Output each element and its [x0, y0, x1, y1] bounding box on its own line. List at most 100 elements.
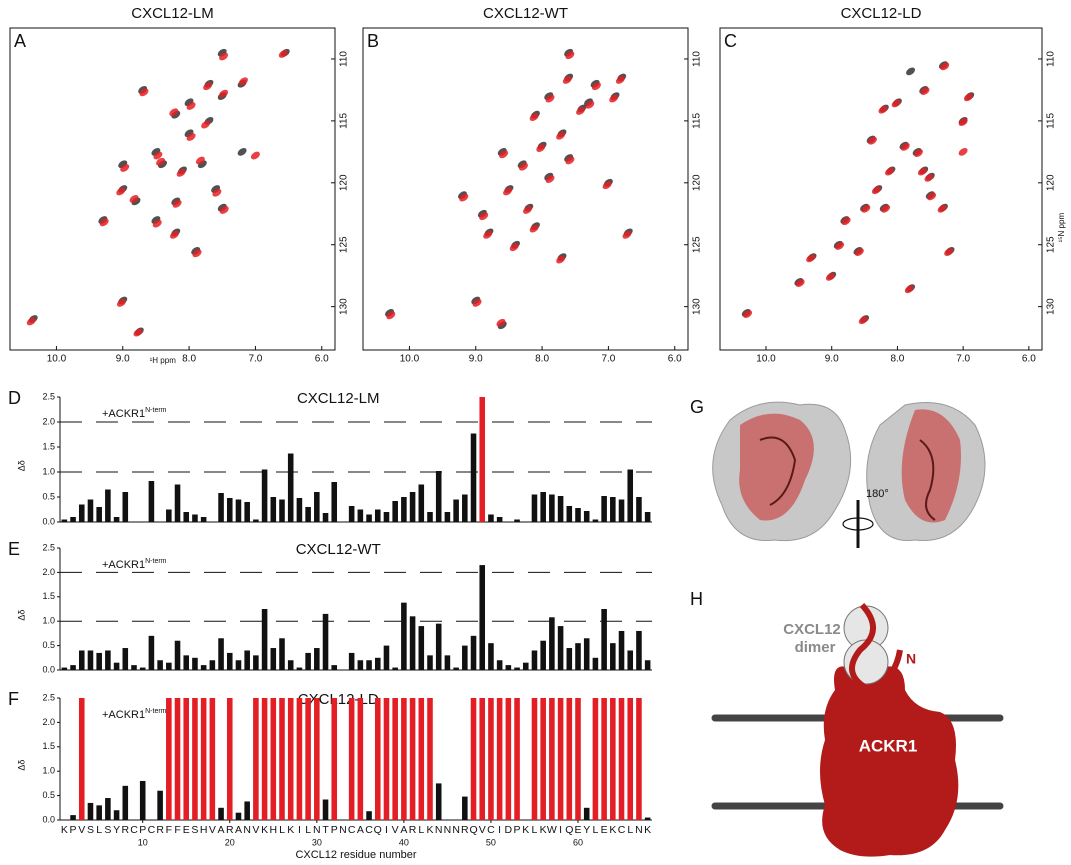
- x-tick-label: 10.0: [400, 354, 420, 365]
- bar: [601, 609, 607, 670]
- bar: [575, 508, 581, 522]
- bar: [201, 665, 207, 670]
- bar: [567, 648, 573, 670]
- bar: [70, 665, 76, 670]
- bar: [358, 698, 364, 820]
- bar: [601, 496, 607, 522]
- x-axis-label: ¹H ppm: [150, 356, 177, 365]
- bar: [567, 698, 573, 820]
- bar: [70, 517, 76, 522]
- bar: [183, 512, 189, 522]
- bar: [514, 668, 520, 670]
- residue-label: N: [339, 824, 347, 836]
- residue-label: L: [305, 824, 311, 836]
- bar: [192, 515, 198, 523]
- residue-label: A: [357, 824, 364, 836]
- bar: [262, 698, 268, 820]
- bar: [479, 565, 485, 670]
- residue-label: C: [618, 824, 626, 836]
- residue-label: S: [87, 824, 94, 836]
- bar: [471, 698, 477, 820]
- bar: [262, 470, 268, 523]
- bar: [105, 650, 111, 670]
- bar: [627, 470, 633, 523]
- x-tick-label: 9.0: [825, 354, 839, 365]
- y-tick-label: 2.0: [42, 717, 55, 727]
- residue-label: E: [601, 824, 608, 836]
- bar: [549, 698, 555, 820]
- bar: [157, 791, 163, 820]
- bar: [218, 808, 224, 820]
- bar: [149, 481, 155, 522]
- bar: [201, 517, 207, 522]
- bar: [227, 498, 233, 522]
- bar: [558, 698, 564, 820]
- bar: [358, 510, 364, 523]
- bar: [279, 500, 285, 523]
- bar: [532, 698, 538, 820]
- bar: [384, 698, 390, 820]
- residue-label: C: [148, 824, 156, 836]
- residue-label: L: [96, 824, 102, 836]
- y-tick-label: 110: [339, 51, 350, 67]
- annotation-superscript: N-term: [145, 558, 167, 565]
- terminus-label: N: [906, 651, 916, 667]
- residue-label: P: [331, 824, 338, 836]
- y-tick-label: 130: [692, 298, 703, 315]
- bar: [488, 643, 494, 670]
- y-tick-label: 1.0: [42, 616, 55, 626]
- bar: [384, 646, 390, 670]
- bar: [427, 512, 433, 522]
- panel-letter: F: [8, 689, 19, 709]
- bar: [453, 500, 459, 523]
- bar: [192, 698, 198, 820]
- residue-label: S: [104, 824, 111, 836]
- bar: [323, 513, 329, 522]
- y-axis-label: Δδ: [16, 610, 26, 621]
- bar: [645, 660, 651, 670]
- residue-label: A: [235, 824, 242, 836]
- y-tick-label: 2.5: [42, 542, 55, 552]
- bar: [384, 512, 390, 522]
- residue-label: N: [444, 824, 452, 836]
- residue-label: Q: [565, 824, 573, 836]
- page: {"chart_data":[ {"type":"scatter","panel…: [0, 0, 1071, 865]
- bar: [410, 698, 416, 820]
- x-tick-label: 10: [138, 837, 148, 847]
- chart-title: CXCL12-LM: [297, 390, 380, 407]
- bar: [392, 698, 398, 820]
- bar: [210, 698, 216, 820]
- bar: [88, 803, 94, 820]
- x-tick-label: 40: [399, 837, 409, 847]
- bar: [253, 698, 259, 820]
- residue-label: H: [269, 824, 277, 836]
- bar: [445, 512, 451, 522]
- bar: [506, 698, 512, 820]
- bar: [279, 698, 285, 820]
- bar: [349, 698, 355, 820]
- bar: [62, 668, 68, 670]
- bar: [331, 482, 337, 522]
- plot-frame: [363, 28, 688, 350]
- x-tick-label: 9.0: [469, 354, 483, 365]
- bar: [636, 631, 642, 670]
- bar: [567, 506, 573, 522]
- residue-label: F: [166, 824, 172, 836]
- bar: [114, 663, 120, 670]
- residue-label: I: [498, 824, 501, 836]
- bar: [401, 497, 407, 522]
- bar: [105, 490, 111, 523]
- bar: [123, 648, 129, 670]
- bar: [297, 698, 303, 820]
- bar: [366, 515, 372, 523]
- bar: [419, 485, 425, 523]
- residue-label: K: [644, 824, 651, 836]
- residue-label: V: [78, 824, 85, 836]
- bar: [619, 698, 625, 820]
- bar: [358, 660, 364, 670]
- bar: [593, 698, 599, 820]
- bar: [471, 636, 477, 670]
- bar: [227, 653, 233, 670]
- bar: [610, 698, 616, 820]
- bar: [427, 655, 433, 670]
